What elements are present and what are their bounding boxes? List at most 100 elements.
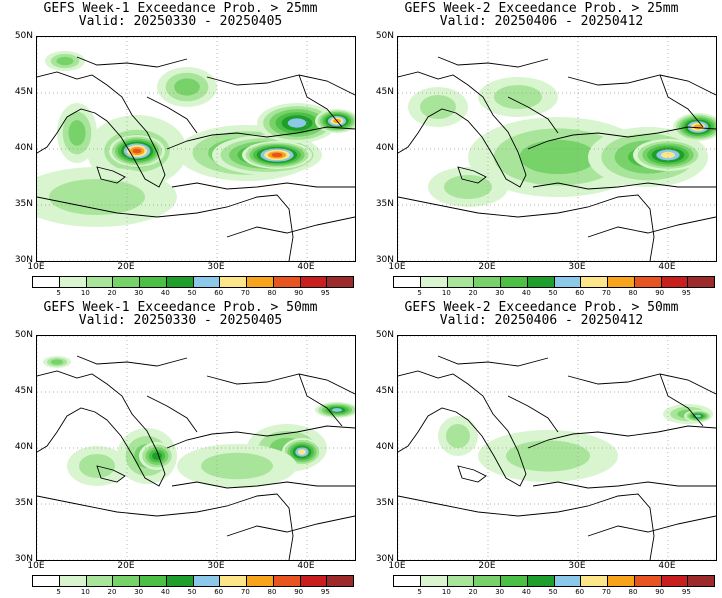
coastline-border (437, 355, 549, 367)
colorbar-segment (86, 576, 114, 586)
probability-contour (298, 449, 306, 455)
coastline-border (567, 74, 716, 96)
panel-valid-dates: Valid: 20250330 - 20250405 (78, 313, 283, 328)
latitude-label: 40N (14, 442, 33, 452)
colorbar-segment (59, 277, 87, 287)
colorbar-segment (327, 277, 353, 287)
colorbar-label: 30 (134, 289, 144, 297)
map-panel-week2-25mm: GEFS Week-2 Exceedance Prob. > 25mm Vali… (361, 0, 722, 299)
probability-contour (694, 414, 702, 418)
colorbar-segment (300, 277, 328, 287)
colorbar-label: 60 (575, 588, 585, 596)
coastline-border (507, 395, 559, 433)
panel-title: GEFS Week-2 Exceedance Prob. > 50mm (404, 300, 679, 315)
colorbar-label: 70 (240, 289, 250, 297)
coastline-border (226, 515, 355, 537)
coastline-border (146, 395, 198, 433)
coastline-border (398, 71, 527, 188)
latitude-label: 50N (14, 330, 33, 340)
colorbar-label: 95 (320, 289, 330, 297)
longitude-label: 40E (658, 262, 676, 272)
coastline-border (146, 96, 198, 134)
map-canvas (37, 336, 355, 560)
longitude-label: 40E (297, 561, 315, 571)
coastline-border (226, 216, 355, 238)
colorbar-label: 5 (56, 289, 61, 297)
latitude-label: 40N (375, 442, 394, 452)
colorbar-segment (608, 576, 635, 586)
colorbar-label: 90 (655, 588, 665, 596)
probability-contour (49, 179, 145, 215)
colorbar-label: 50 (548, 588, 558, 596)
colorbar-segment (634, 576, 662, 586)
colorbar-segment (688, 576, 714, 586)
colorbar (32, 575, 354, 587)
coastline-border (76, 355, 188, 367)
probability-contour (56, 56, 74, 66)
longitude-label: 30E (207, 262, 225, 272)
colorbar-label: 90 (294, 289, 304, 297)
colorbar-segment (166, 576, 194, 586)
panel-title: GEFS Week-1 Exceedance Prob. > 25mm (43, 1, 318, 16)
colorbar-segment (688, 277, 714, 287)
colorbar-segment (273, 576, 301, 586)
colorbar-label: 5 (417, 289, 422, 297)
coastline-border (37, 71, 166, 188)
colorbar-label: 20 (107, 588, 117, 596)
map-area (397, 335, 717, 561)
colorbar-segment (447, 277, 475, 287)
probability-contour (506, 440, 590, 472)
probability-contour (68, 120, 86, 146)
latitude-label: 35N (375, 498, 394, 508)
colorbar-label: 20 (468, 289, 478, 297)
map-area (36, 36, 356, 262)
latitude-label: 50N (375, 31, 394, 41)
colorbar-label: 90 (655, 289, 665, 297)
coastline-border (567, 373, 716, 395)
panel-valid-dates: Valid: 20250406 - 20250412 (439, 14, 644, 29)
coastline-border (587, 515, 716, 537)
panel-valid-dates: Valid: 20250330 - 20250405 (78, 14, 283, 29)
colorbar-segment (113, 576, 140, 586)
colorbar-segment (140, 277, 167, 287)
colorbar-segment (33, 277, 60, 287)
colorbar-label: 10 (80, 588, 90, 596)
map-panel-week1-25mm: GEFS Week-1 Exceedance Prob. > 25mm Vali… (0, 0, 361, 299)
longitude-label: 10E (388, 262, 406, 272)
probability-contour (444, 175, 492, 199)
colorbar-segment (300, 576, 328, 586)
colorbar-segment (327, 576, 353, 586)
probability-contour (174, 78, 200, 96)
colorbar-label: 50 (187, 289, 197, 297)
colorbar (32, 276, 354, 288)
map-area (397, 36, 717, 262)
colorbar-label: 60 (575, 289, 585, 297)
probability-contour (201, 452, 273, 480)
longitude-label: 30E (568, 561, 586, 571)
coastline-border (659, 74, 704, 128)
colorbar-label: 50 (187, 588, 197, 596)
latitude-label: 45N (375, 386, 394, 396)
colorbar-label: 80 (267, 588, 277, 596)
map-panel-week2-50mm: GEFS Week-2 Exceedance Prob. > 50mm Vali… (361, 299, 722, 598)
colorbar-label: 80 (628, 588, 638, 596)
colorbar-label: 40 (160, 289, 170, 297)
colorbar-segment (273, 277, 301, 287)
coastline-border (527, 126, 716, 150)
colorbar-label: 10 (80, 289, 90, 297)
colorbar-segment (193, 277, 221, 287)
colorbar-label: 95 (681, 289, 691, 297)
latitude-label: 45N (375, 87, 394, 97)
colorbar-segment (420, 576, 448, 586)
colorbar-label: 30 (134, 588, 144, 596)
colorbar-label: 20 (468, 588, 478, 596)
probability-contour (446, 424, 470, 448)
coastline-border (659, 373, 704, 427)
panel-valid-dates: Valid: 20250406 - 20250412 (439, 313, 644, 328)
longitude-label: 40E (658, 561, 676, 571)
latitude-label: 30N (375, 554, 394, 564)
longitude-label: 20E (117, 561, 135, 571)
colorbar-segment (608, 277, 635, 287)
probability-contour (51, 359, 63, 365)
coastline-border (96, 166, 126, 184)
